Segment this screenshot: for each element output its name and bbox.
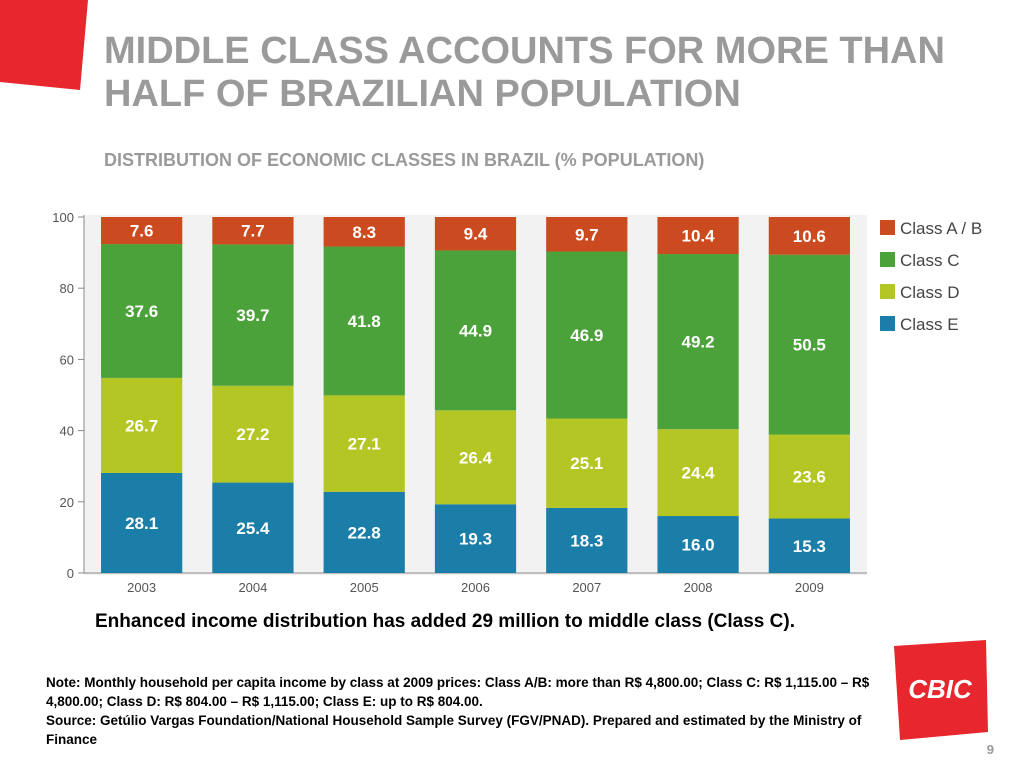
bar-segment — [323, 246, 405, 396]
bar-value-label: 27.2 — [236, 425, 269, 444]
bar-value-label: 10.6 — [793, 227, 826, 246]
bar-value-label: 49.2 — [682, 333, 715, 352]
bar-value-label: 23.6 — [793, 468, 826, 487]
note-text: Note: Monthly household per capita incom… — [46, 675, 870, 709]
title-line-1: MIDDLE CLASS ACCOUNTS FOR MORE THAN — [104, 30, 945, 72]
bar-value-label: 8.3 — [352, 223, 376, 242]
title-line-2: HALF OF BRAZILIAN POPULATION — [104, 73, 741, 115]
logo-text: CBIC — [908, 674, 973, 704]
takeaway-text: Enhanced income distribution has added 2… — [95, 611, 795, 632]
bar-segment — [768, 518, 850, 573]
bar-segment — [657, 217, 739, 255]
footnote: Note: Monthly household per capita incom… — [46, 673, 888, 749]
bar-value-label: 9.7 — [575, 225, 599, 244]
bar-value-label: 7.7 — [241, 222, 265, 241]
bar-value-label: 26.7 — [125, 416, 158, 435]
bar-segment — [768, 434, 850, 519]
bar-segment — [434, 410, 517, 505]
bar-value-label: 7.6 — [130, 222, 154, 241]
y-tick-label: 20 — [60, 495, 74, 510]
y-tick-label: 60 — [60, 352, 74, 367]
chart-subtitle: DISTRIBUTION OF ECONOMIC CLASSES IN BRAZ… — [104, 150, 705, 170]
x-tick-label: 2008 — [684, 580, 713, 595]
bar-segment — [546, 251, 628, 419]
bar-value-label: 27.1 — [348, 435, 381, 454]
slide-title: MIDDLE CLASS ACCOUNTS FOR MORE THAN HALF… — [104, 30, 1004, 116]
bar-segment — [323, 217, 405, 247]
y-tick-label: 80 — [60, 281, 74, 296]
x-tick-label: 2003 — [127, 580, 156, 595]
bar-segment — [434, 250, 517, 411]
source-text: Source: Getúlio Vargas Foundation/Nation… — [46, 713, 862, 747]
bar-segment — [657, 429, 739, 517]
bar-value-label: 9.4 — [464, 225, 488, 244]
bar-value-label: 39.7 — [236, 306, 269, 325]
bar-value-label: 10.4 — [682, 227, 716, 246]
bar-segment — [657, 254, 739, 430]
legend-label: Class E — [900, 315, 959, 334]
bar-segment — [546, 418, 628, 508]
red-corner-decoration — [0, 0, 88, 90]
y-tick-label: 40 — [60, 424, 74, 439]
legend-label: Class C — [900, 251, 960, 270]
legend-swatch — [880, 284, 895, 299]
legend-label: Class A / B — [900, 219, 982, 238]
legend-swatch — [880, 316, 895, 331]
bar-segment — [101, 217, 183, 245]
bar-value-label: 44.9 — [459, 321, 492, 340]
x-tick-label: 2006 — [461, 580, 490, 595]
bar-value-label: 22.8 — [348, 523, 381, 542]
bar-segment — [546, 507, 628, 573]
bar-segment — [434, 217, 517, 251]
bar-value-label: 25.4 — [236, 519, 270, 538]
bar-segment — [212, 217, 294, 245]
bar-segment — [101, 244, 183, 378]
bar-value-label: 50.5 — [793, 336, 826, 355]
bar-segment — [323, 491, 405, 573]
bar-value-label: 18.3 — [570, 531, 603, 550]
bar-segment — [212, 244, 294, 386]
page-number: 9 — [986, 742, 994, 757]
bar-value-label: 15.3 — [793, 537, 826, 556]
bar-segment — [212, 385, 294, 483]
bar-segment — [657, 516, 739, 573]
bar-segment — [434, 504, 517, 573]
legend-label: Class D — [900, 283, 960, 302]
y-tick-label: 0 — [67, 566, 74, 581]
legend-swatch — [880, 252, 895, 267]
bar-value-label: 24.4 — [682, 464, 716, 483]
bar-value-label: 26.4 — [459, 448, 493, 467]
y-tick-label: 100 — [52, 210, 74, 225]
x-tick-label: 2007 — [572, 580, 601, 595]
bar-segment — [101, 472, 183, 573]
bar-value-label: 16.0 — [682, 536, 715, 555]
bar-value-label: 37.6 — [125, 302, 158, 321]
bar-value-label: 19.3 — [459, 530, 492, 549]
cbic-logo: CBIC — [894, 640, 988, 740]
x-tick-label: 2005 — [350, 580, 379, 595]
bar-value-label: 28.1 — [125, 514, 158, 533]
x-tick-label: 2004 — [238, 580, 267, 595]
bar-value-label: 25.1 — [570, 454, 603, 473]
bar-segment — [768, 217, 850, 255]
stacked-bar-chart: 0 20 40 60 80 100 28.1 26.7 37.6 7.6 2003 25.4 27.2 3… — [52, 210, 982, 595]
bar-segment — [768, 254, 850, 435]
bar-segment — [101, 377, 183, 473]
bar-value-label: 41.8 — [348, 312, 381, 331]
bar-segment — [323, 395, 405, 492]
x-tick-label: 2009 — [795, 580, 824, 595]
bar-segment — [212, 482, 294, 573]
legend-swatch — [880, 220, 895, 235]
bar-segment — [546, 217, 628, 252]
bar-value-label: 46.9 — [570, 326, 603, 345]
